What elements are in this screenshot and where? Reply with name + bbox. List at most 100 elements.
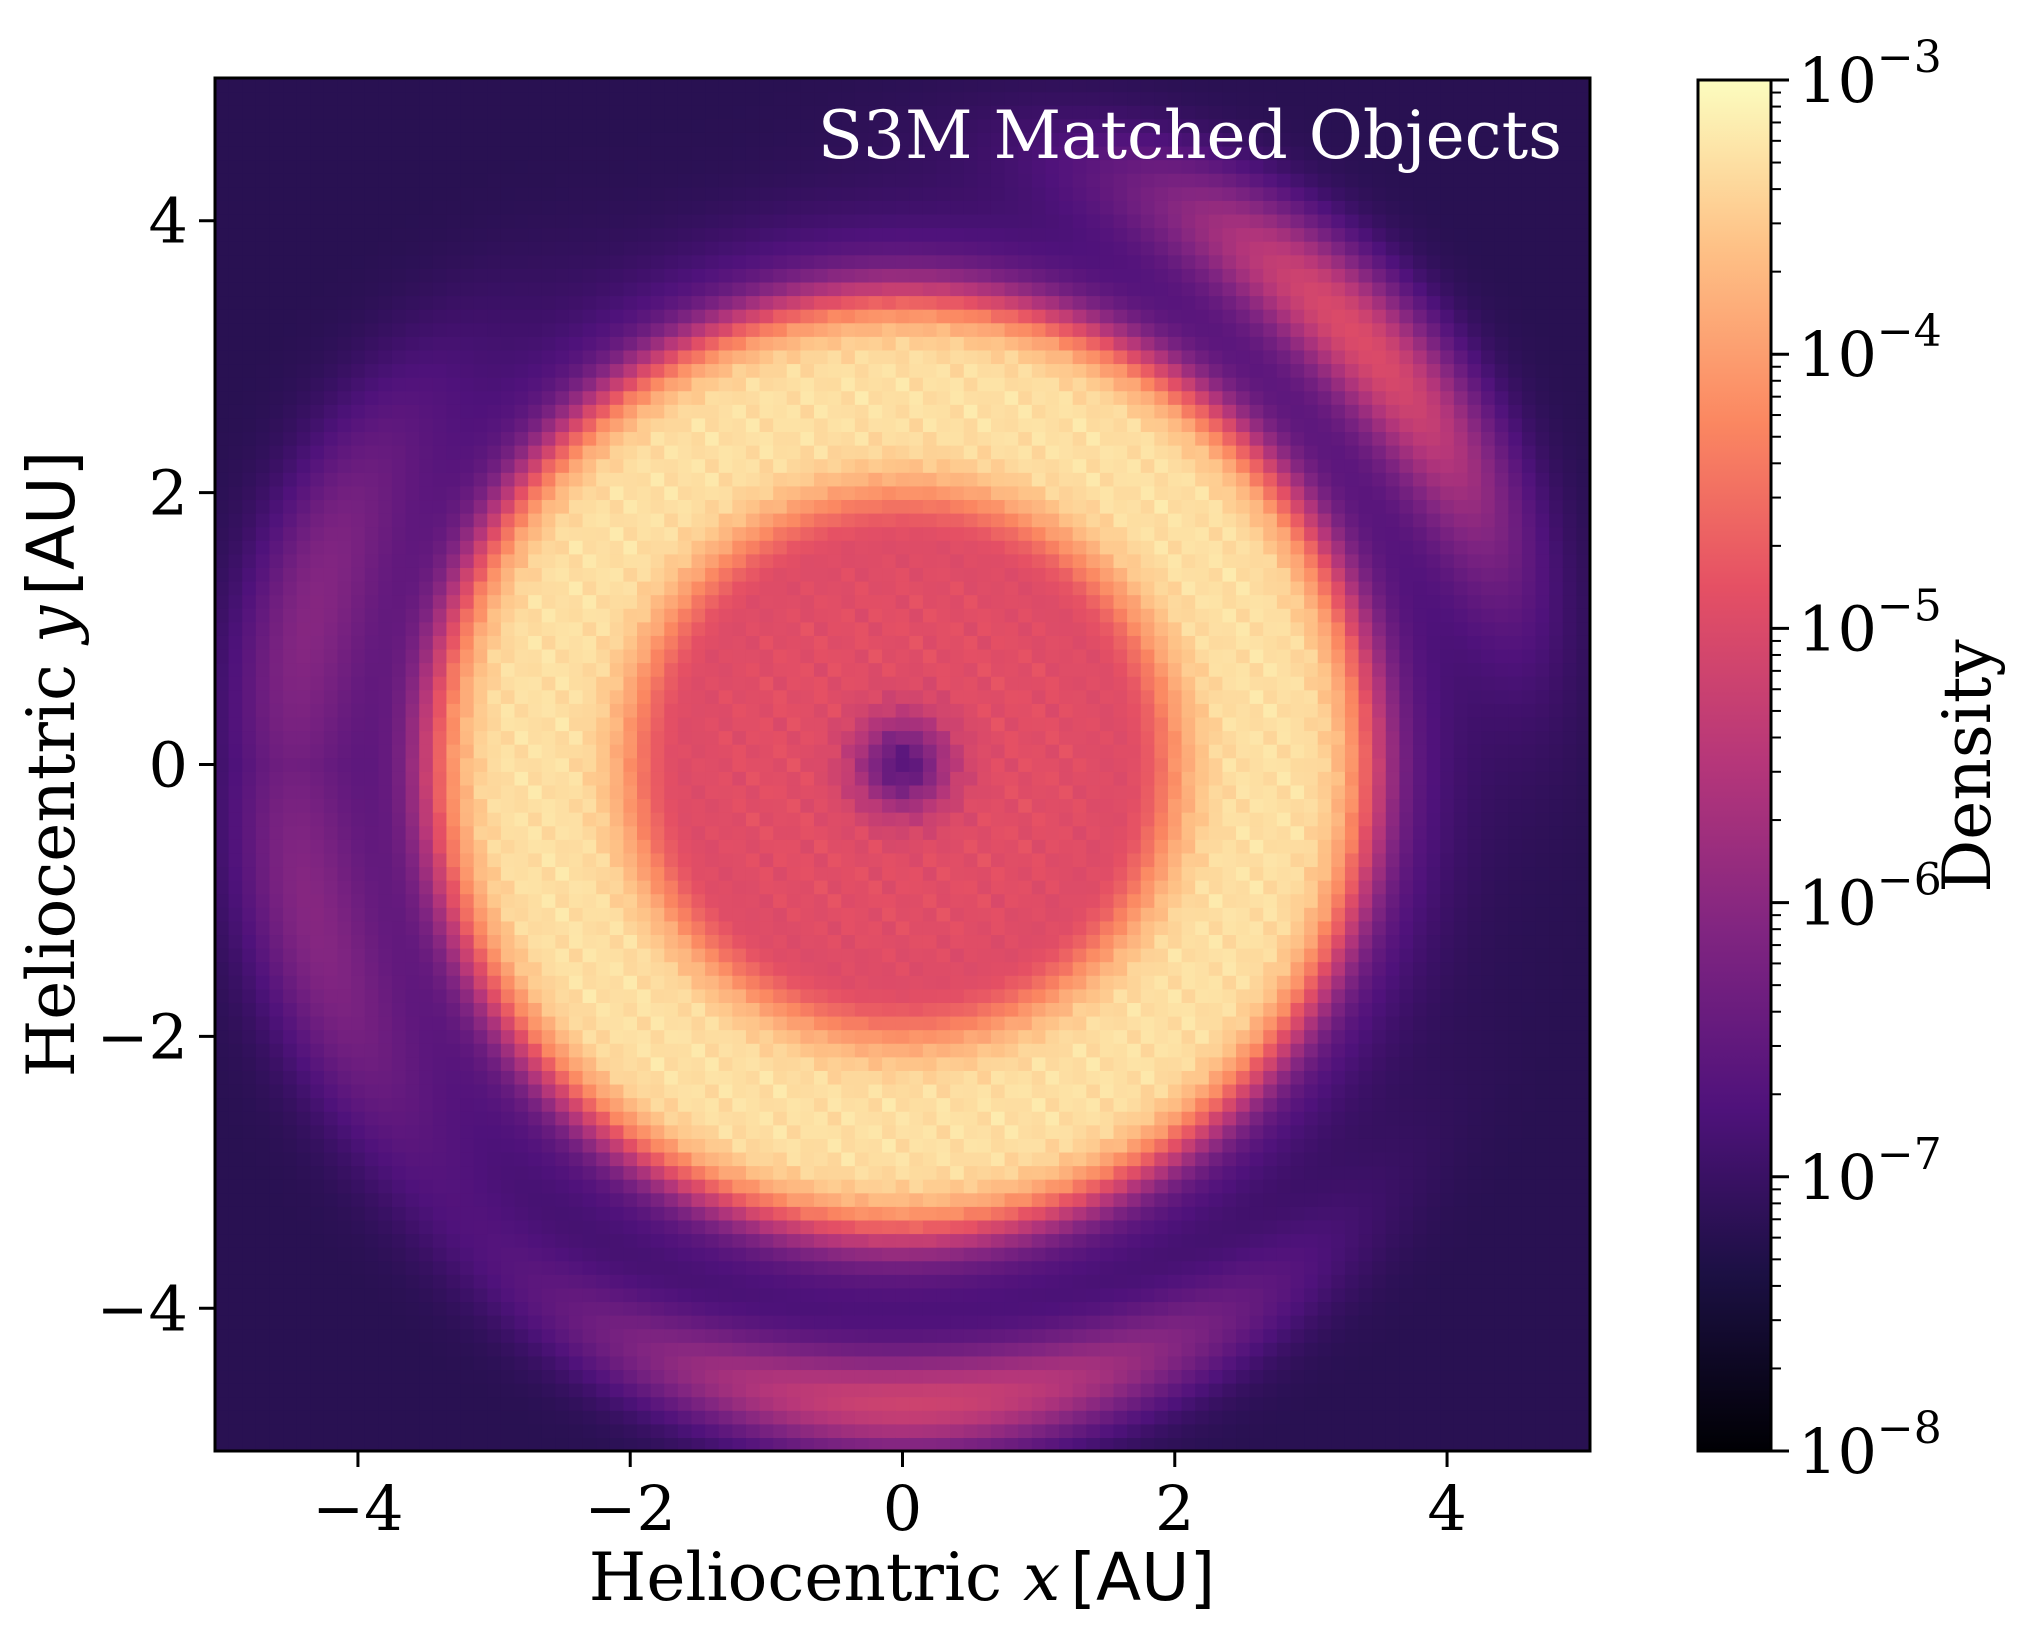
heatmap-cell — [637, 377, 652, 392]
heatmap-cell — [732, 200, 747, 215]
heatmap-cell — [446, 132, 461, 147]
heatmap-cell — [405, 757, 420, 772]
heatmap-cell — [391, 1056, 407, 1071]
heatmap-cell — [487, 1029, 502, 1044]
heatmap-cell — [637, 730, 652, 745]
heatmap-cell — [500, 1219, 516, 1235]
heatmap-cell — [310, 866, 325, 881]
heatmap-cell — [568, 132, 584, 147]
heatmap-cell — [255, 1437, 271, 1451]
heatmap-cell — [800, 241, 815, 256]
heatmap-cell — [460, 349, 475, 365]
heatmap-cell — [378, 377, 393, 392]
heatmap-cell — [854, 445, 870, 460]
heatmap-cell — [528, 431, 543, 446]
heatmap-cell — [650, 716, 665, 732]
heatmap-cell — [432, 1287, 448, 1303]
heatmap-cell — [419, 390, 434, 405]
heatmap-cell — [487, 1369, 502, 1384]
heatmap-cell — [841, 1369, 856, 1384]
heatmap-cell — [432, 866, 448, 881]
heatmap-cell — [800, 417, 815, 433]
heatmap-cell — [650, 322, 665, 337]
heatmap-cell — [637, 934, 652, 949]
heatmap-cell — [514, 866, 529, 881]
heatmap-cell — [773, 648, 788, 664]
heatmap-cell — [337, 105, 352, 120]
heatmap-cell — [351, 975, 366, 990]
heatmap-cell — [460, 907, 475, 922]
heatmap-cell — [391, 866, 407, 881]
heatmap-cell — [432, 1070, 448, 1085]
heatmap-cell — [378, 784, 393, 800]
heatmap-cell — [378, 648, 393, 664]
heatmap-cell — [637, 159, 652, 174]
heatmap-cell — [705, 1002, 720, 1017]
heatmap-cell — [500, 1342, 516, 1357]
heatmap-cell — [705, 961, 720, 976]
heatmap-cell — [759, 322, 774, 337]
heatmap-cell — [310, 716, 325, 732]
heatmap-cell — [269, 1165, 284, 1180]
heatmap-cell — [759, 1043, 774, 1058]
heatmap-cell — [460, 1396, 475, 1411]
heatmap-cell — [841, 417, 856, 433]
heatmap-cell — [582, 1124, 597, 1139]
heatmap-cell — [786, 1423, 801, 1438]
heatmap-cell — [500, 132, 516, 147]
heatmap-cell — [759, 975, 774, 990]
heatmap-cell — [337, 744, 352, 759]
heatmap-cell — [514, 1097, 529, 1112]
heatmap-cell — [609, 934, 625, 949]
heatmap-cell — [419, 961, 434, 976]
heatmap-cell — [514, 948, 529, 963]
heatmap-cell — [827, 105, 842, 120]
heatmap-cell — [664, 662, 679, 677]
heatmap-cell — [827, 580, 842, 596]
heatmap-cell — [718, 798, 733, 813]
heatmap-cell — [473, 1369, 488, 1384]
heatmap-cell — [732, 458, 747, 473]
heatmap-cell — [691, 1206, 706, 1221]
heatmap-cell — [677, 281, 693, 297]
heatmap-cell — [228, 1138, 243, 1153]
heatmap-cell — [364, 784, 379, 800]
heatmap-cell — [718, 213, 733, 229]
heatmap-cell — [460, 404, 475, 419]
heatmap-cell — [283, 363, 298, 378]
heatmap-cell — [242, 1437, 257, 1451]
heatmap-cell — [555, 390, 570, 405]
heatmap-cell — [568, 1274, 584, 1289]
heatmap-cell — [854, 254, 870, 269]
heatmap-cell — [405, 744, 420, 759]
heatmap-cell — [841, 1206, 856, 1221]
heatmap-cell — [637, 852, 652, 868]
heatmap-cell — [378, 349, 393, 365]
heatmap-cell — [283, 295, 298, 310]
heatmap-cell — [705, 662, 720, 677]
heatmap-cell — [732, 689, 747, 704]
heatmap-cell — [664, 526, 679, 541]
heatmap-cell — [283, 1355, 298, 1371]
heatmap-cell — [528, 920, 543, 936]
heatmap-cell — [705, 608, 720, 623]
heatmap-cell — [432, 798, 448, 813]
heatmap-cell — [514, 281, 529, 297]
heatmap-cell — [351, 390, 366, 405]
heatmap-cell — [473, 648, 488, 664]
heatmap-cell — [378, 1369, 393, 1384]
heatmap-cell — [800, 812, 815, 827]
heatmap-cell — [405, 336, 420, 351]
heatmap-cell — [800, 1219, 815, 1235]
heatmap-cell — [487, 1043, 502, 1058]
heatmap-cell — [623, 458, 638, 473]
heatmap-cell — [677, 499, 693, 514]
heatmap-cell — [296, 1410, 311, 1425]
heatmap-cell — [868, 118, 883, 133]
heatmap-cell — [582, 322, 597, 337]
heatmap-cell — [514, 1070, 529, 1085]
heatmap-cell — [446, 1015, 461, 1031]
heatmap-cell — [800, 567, 815, 582]
heatmap-cell — [541, 1260, 556, 1275]
heatmap-cell — [705, 526, 720, 541]
